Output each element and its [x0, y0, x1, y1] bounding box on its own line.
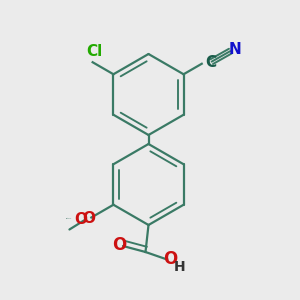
Text: N: N: [229, 42, 242, 57]
Text: O: O: [112, 236, 126, 254]
Text: O: O: [74, 212, 87, 227]
Text: Cl: Cl: [86, 44, 102, 59]
Text: H: H: [174, 260, 185, 274]
Text: O: O: [82, 211, 95, 226]
Text: methoxy: methoxy: [66, 218, 72, 219]
Text: O: O: [163, 250, 177, 268]
Text: C: C: [205, 55, 216, 70]
